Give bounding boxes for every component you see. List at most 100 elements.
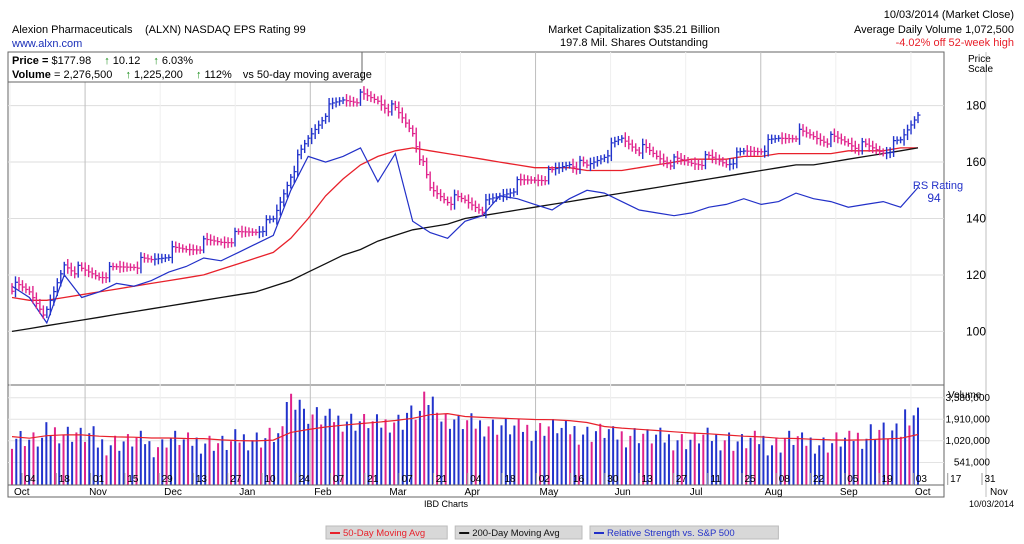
price-bar bbox=[750, 145, 754, 157]
info-box-frame bbox=[7, 51, 363, 83]
ma200-line bbox=[11, 147, 919, 333]
price-bar bbox=[631, 139, 635, 152]
volume-label: Volume bbox=[12, 69, 51, 81]
price-bar bbox=[244, 226, 248, 238]
price-bar bbox=[269, 215, 273, 224]
day-label: 11 bbox=[711, 474, 722, 485]
price-bar bbox=[53, 286, 57, 306]
footer-source: IBD Charts bbox=[424, 499, 469, 509]
price-bar bbox=[561, 162, 566, 173]
day-label: 10 bbox=[264, 474, 276, 485]
price-bar bbox=[840, 133, 844, 145]
header-date: 10/03/2014 (Market Close) bbox=[884, 9, 1014, 21]
price-bar bbox=[126, 262, 130, 272]
price-bar bbox=[171, 240, 175, 264]
price-bar bbox=[60, 270, 64, 287]
price-bar bbox=[666, 156, 670, 169]
price-bar bbox=[544, 176, 548, 186]
rs-rating-value: 94 bbox=[927, 191, 941, 205]
price-bar bbox=[21, 280, 25, 292]
shares-outstanding: 197.8 Mil. Shares Outstanding bbox=[560, 37, 708, 49]
price-bar bbox=[903, 128, 907, 146]
price-bar bbox=[533, 177, 538, 184]
price-bar bbox=[310, 127, 315, 145]
svg-text:Volume = 2,276,500 ↑1,22: Volume = 2,276,500 ↑ 1,225,200 ↑ 112% vs 5… bbox=[12, 69, 372, 81]
volume-change-arrow-icon: ↑ bbox=[125, 69, 131, 81]
price-bar bbox=[642, 138, 646, 159]
price-bar bbox=[892, 136, 897, 157]
day-label: 15 bbox=[127, 474, 139, 485]
day-label: 07 bbox=[333, 474, 345, 485]
price-bar bbox=[502, 189, 506, 202]
price-bar bbox=[906, 124, 911, 141]
legend-label: Relative Strength vs. S&P 500 bbox=[607, 528, 735, 539]
day-label: 03 bbox=[916, 474, 928, 485]
price-bar bbox=[25, 283, 29, 294]
price-bar bbox=[380, 95, 384, 111]
legend-item-frame bbox=[325, 525, 448, 540]
price-bar bbox=[467, 194, 471, 209]
price-bar bbox=[241, 225, 245, 238]
price-bar bbox=[161, 253, 165, 264]
grid bbox=[8, 52, 987, 497]
volume-change-pct: 112% bbox=[204, 69, 232, 81]
website-link[interactable]: www.alxn.com bbox=[11, 38, 82, 50]
price-bar bbox=[575, 161, 580, 175]
price-bar bbox=[638, 146, 642, 157]
price-scale-title-1: Price bbox=[968, 54, 991, 65]
info-box: Price = $177.98 ↑ 10.12 ↑ 6.03% Volume = 2… bbox=[7, 51, 372, 83]
price-bar bbox=[453, 189, 458, 210]
price-bar bbox=[805, 126, 809, 138]
price-bar bbox=[39, 298, 43, 314]
price-bar bbox=[446, 196, 451, 206]
month-label: Mar bbox=[389, 487, 407, 498]
price-bar bbox=[293, 165, 297, 184]
price-bar bbox=[551, 166, 555, 173]
price-bar bbox=[537, 174, 541, 187]
price-bar bbox=[443, 192, 447, 204]
price-bar bbox=[885, 146, 890, 160]
legend-item: 50-Day Moving Avg bbox=[325, 525, 448, 540]
day-label: 01 bbox=[93, 474, 105, 485]
price-bar bbox=[35, 292, 39, 309]
price-bar bbox=[596, 155, 600, 167]
price-bar bbox=[610, 137, 614, 162]
company-name: Alexion Pharmaceuticals bbox=[12, 24, 133, 36]
price-bar bbox=[607, 149, 611, 164]
price-bar bbox=[910, 120, 914, 135]
price-bar bbox=[405, 113, 409, 128]
month-label: Nov bbox=[990, 487, 1008, 498]
legend-item: 200-Day Moving Avg bbox=[454, 525, 583, 540]
price-bar bbox=[645, 139, 649, 153]
price-bar bbox=[265, 215, 269, 236]
price-bar bbox=[328, 97, 332, 123]
price-tick-label: 100 bbox=[966, 324, 986, 338]
day-label: 05 bbox=[847, 474, 859, 485]
price-bar bbox=[324, 113, 329, 124]
price-bar bbox=[49, 294, 53, 316]
price-bar bbox=[711, 149, 715, 164]
x-axis-month-labels: Oct Nov Dec Jan Feb Mar Apr May Jun Jul Aug Sep Oct N… bbox=[14, 487, 1008, 498]
price-bar bbox=[84, 262, 88, 277]
svg-text:Price = $177.98 ↑10.12: Price = $177.98 ↑ 10.12 ↑ 6.03% bbox=[12, 55, 193, 67]
price-bar bbox=[398, 101, 402, 119]
price-bar bbox=[189, 243, 193, 256]
month-label: Dec bbox=[164, 487, 182, 498]
price-bar bbox=[150, 255, 154, 263]
price-bar bbox=[499, 192, 503, 201]
price-bar bbox=[74, 266, 78, 279]
price-bar bbox=[439, 189, 444, 202]
price-bar bbox=[506, 188, 510, 201]
price-bar bbox=[854, 140, 858, 154]
month-label: Feb bbox=[314, 487, 332, 498]
price-bar bbox=[917, 111, 921, 124]
price-bar bbox=[300, 144, 304, 160]
volume-bars bbox=[11, 391, 919, 485]
price-bar bbox=[248, 227, 252, 237]
price-bar bbox=[837, 131, 841, 144]
day-label: 13 bbox=[196, 474, 208, 485]
price-bar bbox=[234, 227, 238, 247]
price-bar bbox=[115, 263, 120, 270]
volume-value: = 2,276,500 bbox=[51, 69, 112, 81]
price-bar bbox=[450, 196, 454, 211]
